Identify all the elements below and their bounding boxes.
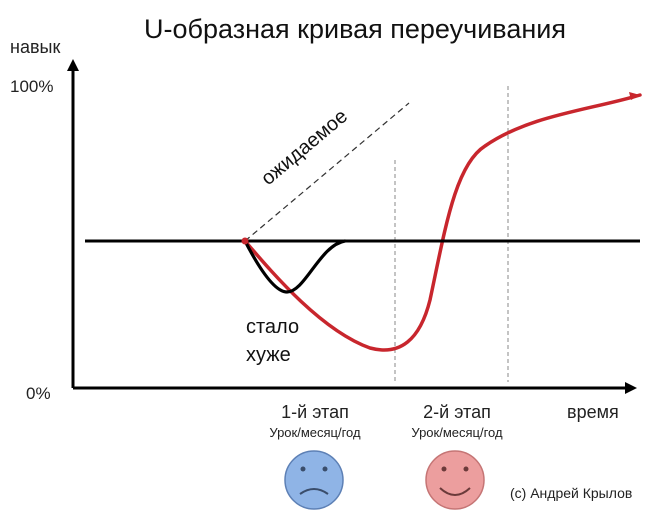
learning-curve-red	[243, 93, 642, 352]
y-tick-0: 0%	[26, 384, 51, 403]
expected-label: ожидаемое	[257, 105, 352, 190]
happy-face-icon	[425, 450, 485, 510]
author-credit: (c) Андрей Крылов	[510, 485, 632, 501]
black-dip-curve	[243, 239, 347, 294]
worse-label-line1: стало	[246, 316, 299, 338]
worse-label-line2: хуже	[246, 344, 291, 366]
stage1-label: 1-й этап	[281, 402, 349, 422]
stage2-sublabel: Урок/месяц/год	[411, 425, 503, 440]
expected-dashed-line	[244, 102, 410, 242]
stage2-label: 2-й этап	[423, 402, 491, 422]
y-axis-label: навык	[10, 37, 60, 57]
x-axis-label: время	[567, 402, 619, 422]
learning-curve-arrowhead	[629, 92, 640, 100]
y-tick-100: 100%	[10, 77, 53, 96]
stage1-sublabel: Урок/месяц/год	[269, 425, 361, 440]
dip-start-dot	[241, 237, 249, 245]
diagram-title: U-образная кривая переучивания	[144, 14, 566, 44]
sad-face-icon	[284, 450, 344, 510]
